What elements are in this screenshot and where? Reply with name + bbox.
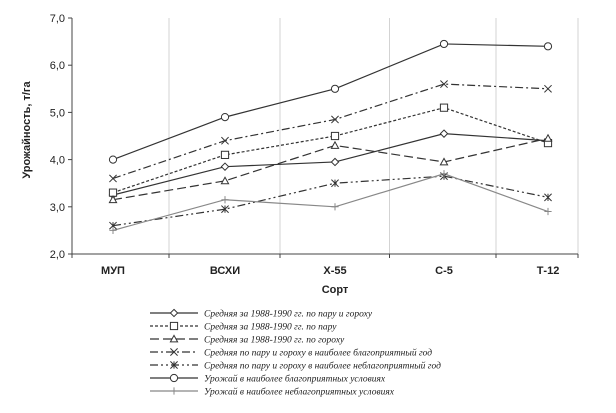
legend-marker [170,387,178,395]
series-line-7 [112,173,549,231]
y-tick-label: 6,0 [50,60,65,72]
legend-marker [169,334,179,343]
y-tick-label: 3,0 [50,202,65,214]
x-tick-label: Х-55 [323,265,346,277]
data-point-s2-Х-55 [330,131,340,141]
data-point-s4-С-5 [440,80,448,89]
data-point-s3-С-5 [439,157,449,166]
data-point-s5-Т-12 [544,193,552,202]
x-axis-title: Сорт [322,284,349,296]
legend-marker [169,321,179,331]
x-tick-label: Т-12 [537,265,560,277]
data-point-s6-МУП [108,155,118,164]
data-point-s4-Х-55 [331,115,339,124]
x-tick-labels: МУП ВСХИ Х-55 С-5 Т-12 [101,265,559,277]
data-point-s3-Т-12 [543,133,553,142]
data-point-s7-МУП [109,226,117,234]
data-point-s6-Т-12 [543,42,553,51]
legend-marker [170,348,178,356]
legend-label: Средняя по пару и гороху в наиболее небл… [204,361,441,372]
legend-entry: Урожай в наиболее благоприятных условиях [150,374,386,385]
data-point-s7-ВСХИ [221,196,229,204]
legend-label: Средняя за 1988-1990 гг. по пару [204,322,337,333]
legend: Средняя за 1988-1990 гг. по пару и горох… [150,309,441,398]
y-tick-label: 5,0 [50,107,65,119]
series-line-5 [112,175,549,227]
data-point-s3-МУП [108,195,118,204]
gridlines [168,18,579,254]
legend-marker [170,361,178,369]
data-point-s2-ВСХИ [220,150,230,159]
legend-marker [169,308,179,318]
y-tick-label: 4,0 [50,155,65,167]
legend-entry: Средняя за 1988-1990 гг. по пару [150,322,337,333]
x-tick-label: С-5 [435,265,453,277]
plot-area: 2,0 3,0 4,0 5,0 6,0 7,0 МУП ВСХИ Х-55 С-5 Т-12 [50,13,579,277]
legend-label: Урожай в наиболее неблагоприятных услови… [204,387,395,398]
axes [68,17,579,258]
legend-marker [169,373,179,383]
series-lines [112,43,549,231]
series-line-4 [112,83,549,180]
data-point-s4-Т-12 [544,84,552,93]
data-point-s4-МУП [109,174,117,183]
data-point-s7-Т-12 [544,207,552,216]
data-point-s6-ВСХИ [220,113,230,122]
data-point-s2-С-5 [439,103,449,112]
legend-label: Средняя за 1988-1990 гг. по пару и горох… [204,309,373,320]
series-line-6 [112,43,549,161]
y-tick-label: 2,0 [50,249,65,261]
legend-entry: Средняя по пару и гороху в наиболее благ… [150,348,432,359]
series-line-1 [112,133,549,196]
x-tick-label: ВСХИ [210,265,240,277]
legend-label: Урожай в наиболее благоприятных условиях [204,374,386,385]
data-point-s6-С-5 [439,39,449,49]
y-axis-title: Урожайность, т/га [21,80,33,178]
data-point-s5-Х-55 [331,179,339,188]
data-point-s7-С-5 [440,170,448,178]
legend-entry: Средняя за 1988-1990 гг. по пару и горох… [150,309,373,320]
legend-entry: Урожай в наиболее неблагоприятных услови… [150,387,395,398]
y-tick-labels: 2,0 3,0 4,0 5,0 6,0 7,0 [50,13,65,261]
legend-entry: Средняя за 1988-1990 гг. по гороху [150,334,345,346]
data-point-s3-Х-55 [330,140,340,149]
data-point-s1-Х-55 [330,157,340,167]
y-tick-label: 7,0 [50,13,65,25]
data-point-s4-ВСХИ [221,136,229,145]
legend-label: Средняя за 1988-1990 гг. по гороху [204,335,345,346]
data-point-s1-ВСХИ [220,162,230,171]
data-point-s3-ВСХИ [220,176,230,185]
series-markers [108,39,553,234]
legend-label: Средняя по пару и гороху в наиболее благ… [204,348,432,359]
data-point-s1-С-5 [439,129,449,138]
data-point-s7-Х-55 [331,203,339,211]
data-point-s6-Х-55 [330,84,340,93]
data-point-s5-ВСХИ [221,205,229,214]
x-tick-label: МУП [101,265,125,277]
legend-entry: Средняя по пару и гороху в наиболее небл… [150,361,441,372]
series-line-3 [112,137,549,201]
